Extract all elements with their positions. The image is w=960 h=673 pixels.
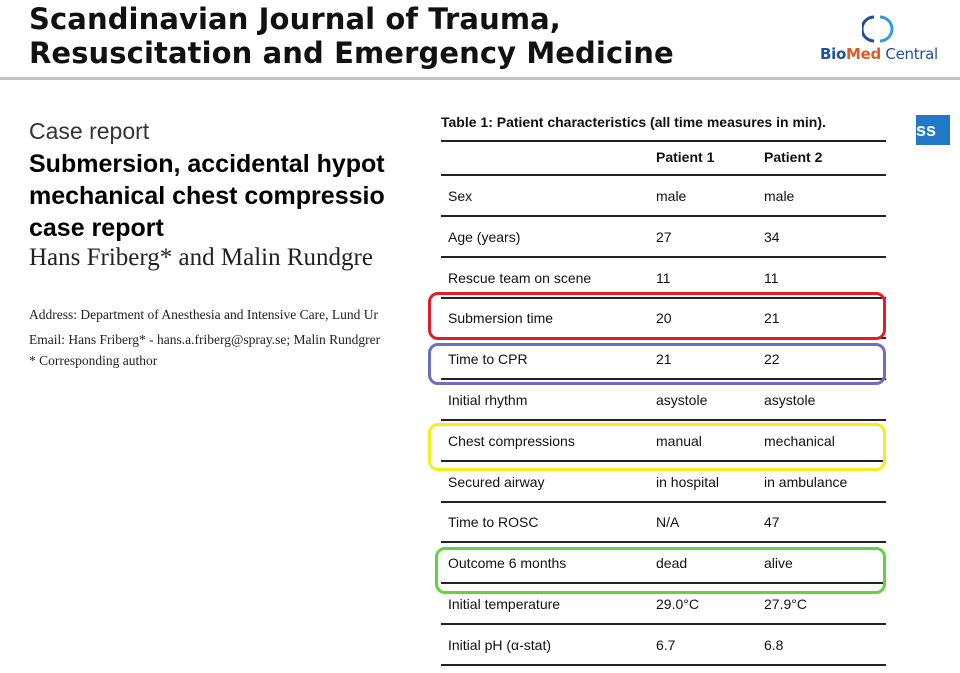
publisher-bio: Bio — [820, 45, 846, 63]
table-row: Initial pH (α-stat) 6.7 6.8 — [441, 625, 886, 666]
patient-2-value: 47 — [764, 514, 780, 531]
patient-2-value: in ambulance — [764, 473, 848, 490]
patient-2-value: 34 — [764, 228, 780, 245]
table-row: Outcome 6 months dead alive — [441, 543, 886, 585]
row-label: Sex — [448, 188, 473, 204]
row-label: Rescue team on scene — [448, 269, 592, 286]
patient-2-value: 11 — [764, 269, 779, 286]
patient-1-value: dead — [656, 555, 688, 572]
patient-1-value: 11 — [656, 269, 671, 286]
patient-1-value: manual — [656, 432, 702, 449]
article-type: Case report — [29, 118, 150, 144]
patient-1-value: asystole — [656, 392, 708, 408]
publisher-central: Central — [880, 45, 938, 63]
row-label: Initial rhythm — [448, 392, 528, 408]
table-row: Age (years) 27 34 — [441, 217, 886, 258]
author-email: Email: Hans Friberg* - hans.a.friberg@sp… — [29, 332, 381, 347]
table-row: Secured airway in hospital in ambulance — [441, 462, 886, 503]
patient-2-value: 6.8 — [764, 636, 784, 653]
article-title: Submersion, accidental hypot mechanical … — [29, 148, 421, 244]
table-header-rule — [441, 174, 886, 176]
patient-1-value: 27 — [656, 228, 672, 245]
publisher-name: BioMed Central — [820, 45, 938, 63]
publisher-med: Med — [845, 45, 881, 63]
patient-1-value: 20 — [656, 310, 672, 327]
patient-1-value: N/A — [656, 514, 680, 531]
row-label: Initial temperature — [448, 596, 561, 612]
table-row: Initial rhythm asystole asystole — [441, 380, 886, 421]
table-caption: Table 1: Patient characteristics (all ti… — [441, 114, 826, 130]
row-label: Time to CPR — [448, 351, 528, 368]
journal-title-line2: Resuscitation and Emergency Medicine — [29, 36, 674, 70]
table-row: Time to ROSC N/A 47 — [441, 502, 886, 544]
row-label: Chest compressions — [448, 432, 575, 449]
article-title-line3: case report — [29, 214, 164, 242]
patient-2-value: 22 — [764, 351, 780, 368]
table-row: Submersion time 20 21 — [441, 298, 886, 340]
patient-2-value: alive — [764, 555, 793, 572]
table-row: Initial temperature 29.0°C 27.9°C — [441, 584, 886, 625]
patient-2-value: 27.9°C — [764, 596, 807, 612]
patient-2-value: mechanical — [764, 432, 835, 449]
patient-2-value: asystole — [764, 392, 816, 408]
patient-1-value: 29.0°C — [656, 596, 699, 612]
article-authors: Hans Friberg* and Malin Rundgre — [29, 244, 373, 271]
patient-table-panel: Table 1: Patient characteristics (all ti… — [416, 100, 916, 673]
journal-title-line1: Scandinavian Journal of Trauma, — [29, 2, 561, 36]
row-label: Initial pH (α-stat) — [448, 636, 552, 653]
table-top-rule — [441, 140, 886, 142]
corresponding-author-note: * Corresponding author — [29, 353, 158, 368]
journal-title: Scandinavian Journal of Trauma, Resuscit… — [29, 2, 674, 70]
header-divider — [0, 77, 960, 80]
table-row: Time to CPR 21 22 — [441, 339, 886, 381]
patient-2-value: male — [764, 188, 795, 204]
patient-1-value: 21 — [656, 351, 672, 368]
article-title-line1: Submersion, accidental hypot — [29, 150, 385, 178]
column-header-patient-1: Patient 1 — [656, 149, 715, 165]
author-address: Address: Department of Anesthesia and In… — [29, 307, 379, 322]
publisher-brand: BioMed Central — [820, 14, 950, 70]
article-title-line2: mechanical chest compressio — [29, 182, 385, 210]
patient-2-value: 21 — [764, 310, 780, 327]
patient-1-value: 6.7 — [656, 636, 676, 653]
biomed-central-logo-icon — [862, 15, 894, 43]
patient-1-value: in hospital — [656, 473, 720, 490]
table-header-row: Patient 1 Patient 2 — [441, 142, 886, 176]
patient-1-value: male — [656, 188, 687, 204]
table-row: Rescue team on scene 11 11 — [441, 258, 886, 299]
article-info: Case report Submersion, accidental hypot… — [29, 118, 421, 378]
row-label: Time to ROSC — [448, 514, 539, 531]
column-header-patient-2: Patient 2 — [764, 149, 823, 165]
row-label: Age (years) — [448, 228, 521, 245]
row-label: Submersion time — [448, 310, 554, 327]
row-label: Secured airway — [448, 473, 545, 490]
table-row: Sex male male — [441, 176, 886, 217]
table-row: Chest compressions manual mechanical — [441, 421, 886, 462]
row-label: Outcome 6 months — [448, 555, 567, 572]
